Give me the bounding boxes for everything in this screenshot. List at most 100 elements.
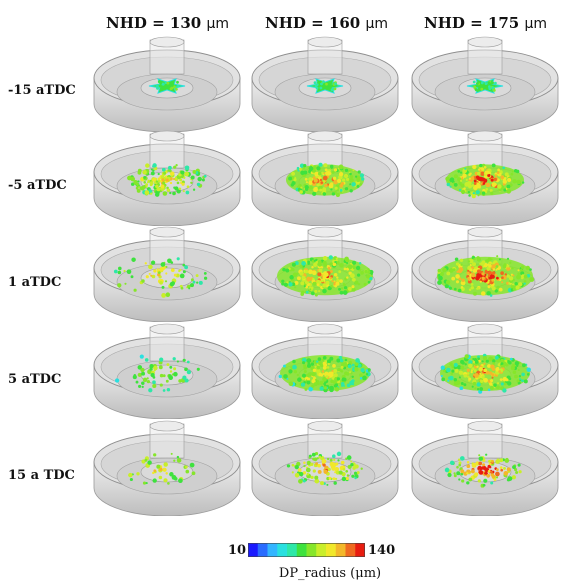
droplet <box>512 274 515 277</box>
droplet <box>462 173 467 178</box>
droplet <box>495 265 499 268</box>
droplet <box>502 183 505 186</box>
droplet <box>322 366 327 370</box>
droplet <box>324 183 328 188</box>
droplet <box>320 481 324 486</box>
droplet <box>334 383 339 387</box>
droplet <box>319 380 324 385</box>
droplet <box>455 262 460 266</box>
droplet <box>294 286 297 289</box>
droplet <box>446 271 451 276</box>
droplet <box>521 277 524 280</box>
droplet <box>463 373 468 378</box>
droplet <box>130 182 135 186</box>
droplet <box>486 266 491 271</box>
droplet <box>341 476 347 482</box>
droplet <box>346 474 350 477</box>
droplet <box>300 292 305 296</box>
droplet <box>458 463 462 467</box>
droplet <box>326 366 330 369</box>
droplet <box>483 478 488 483</box>
droplet <box>322 180 326 184</box>
droplet <box>520 271 525 276</box>
droplet <box>349 177 354 183</box>
colorbar-segment <box>277 543 288 557</box>
droplet <box>344 358 348 362</box>
droplet <box>486 291 491 296</box>
droplet <box>317 469 322 474</box>
droplet <box>457 269 463 274</box>
droplet <box>369 269 374 275</box>
droplet <box>502 179 507 184</box>
droplet <box>456 471 461 476</box>
droplet <box>322 463 326 467</box>
droplet <box>173 165 177 169</box>
droplet <box>296 373 299 377</box>
droplet <box>474 88 478 92</box>
droplet <box>504 458 510 463</box>
droplet <box>339 279 343 283</box>
droplet <box>150 171 155 176</box>
droplet <box>325 82 328 86</box>
droplet <box>159 267 164 272</box>
droplet <box>308 177 313 182</box>
colorbar-segment <box>355 543 365 557</box>
droplet <box>145 482 148 485</box>
droplet <box>338 470 343 475</box>
droplet <box>483 178 488 183</box>
droplet <box>286 377 289 380</box>
droplet <box>526 367 531 372</box>
droplet <box>490 178 494 182</box>
droplet <box>313 457 318 462</box>
droplet <box>464 354 469 359</box>
droplet <box>517 269 520 272</box>
droplet <box>508 360 512 365</box>
droplet <box>356 184 360 188</box>
droplet <box>136 472 140 476</box>
droplet <box>141 381 145 385</box>
injector-top <box>149 130 185 142</box>
droplet <box>470 286 474 290</box>
droplet <box>176 257 180 261</box>
droplet <box>515 285 520 290</box>
droplet <box>489 386 494 390</box>
droplet <box>453 174 458 179</box>
droplet <box>185 190 190 195</box>
droplet <box>482 463 486 467</box>
droplet <box>190 181 193 184</box>
droplet <box>190 278 194 282</box>
droplet <box>496 285 500 289</box>
colorbar <box>248 543 365 557</box>
droplet <box>178 187 182 190</box>
droplet <box>299 264 303 268</box>
colorbar-max-label: 140 <box>368 543 396 558</box>
droplet <box>131 257 136 262</box>
droplet <box>351 474 355 478</box>
piston-view-r1-c2 <box>246 36 404 132</box>
droplet <box>466 372 470 375</box>
droplet <box>332 262 337 267</box>
droplet <box>145 185 148 188</box>
droplet <box>480 291 486 296</box>
droplet <box>479 262 482 265</box>
droplet <box>198 280 203 285</box>
droplet <box>341 287 344 290</box>
droplet <box>329 262 333 266</box>
droplet <box>511 170 514 173</box>
droplet <box>453 362 458 368</box>
droplet <box>460 263 463 266</box>
piston-render <box>93 36 241 132</box>
droplet <box>313 262 318 268</box>
droplet <box>357 282 361 286</box>
droplet <box>525 265 530 271</box>
injector-top <box>149 226 185 238</box>
droplet <box>299 271 304 276</box>
droplet <box>347 464 352 469</box>
droplet <box>148 272 151 275</box>
droplet <box>449 362 453 366</box>
droplet <box>135 380 139 384</box>
droplet <box>322 80 325 84</box>
droplet <box>516 179 521 185</box>
droplet <box>478 461 483 466</box>
droplet <box>334 386 340 392</box>
